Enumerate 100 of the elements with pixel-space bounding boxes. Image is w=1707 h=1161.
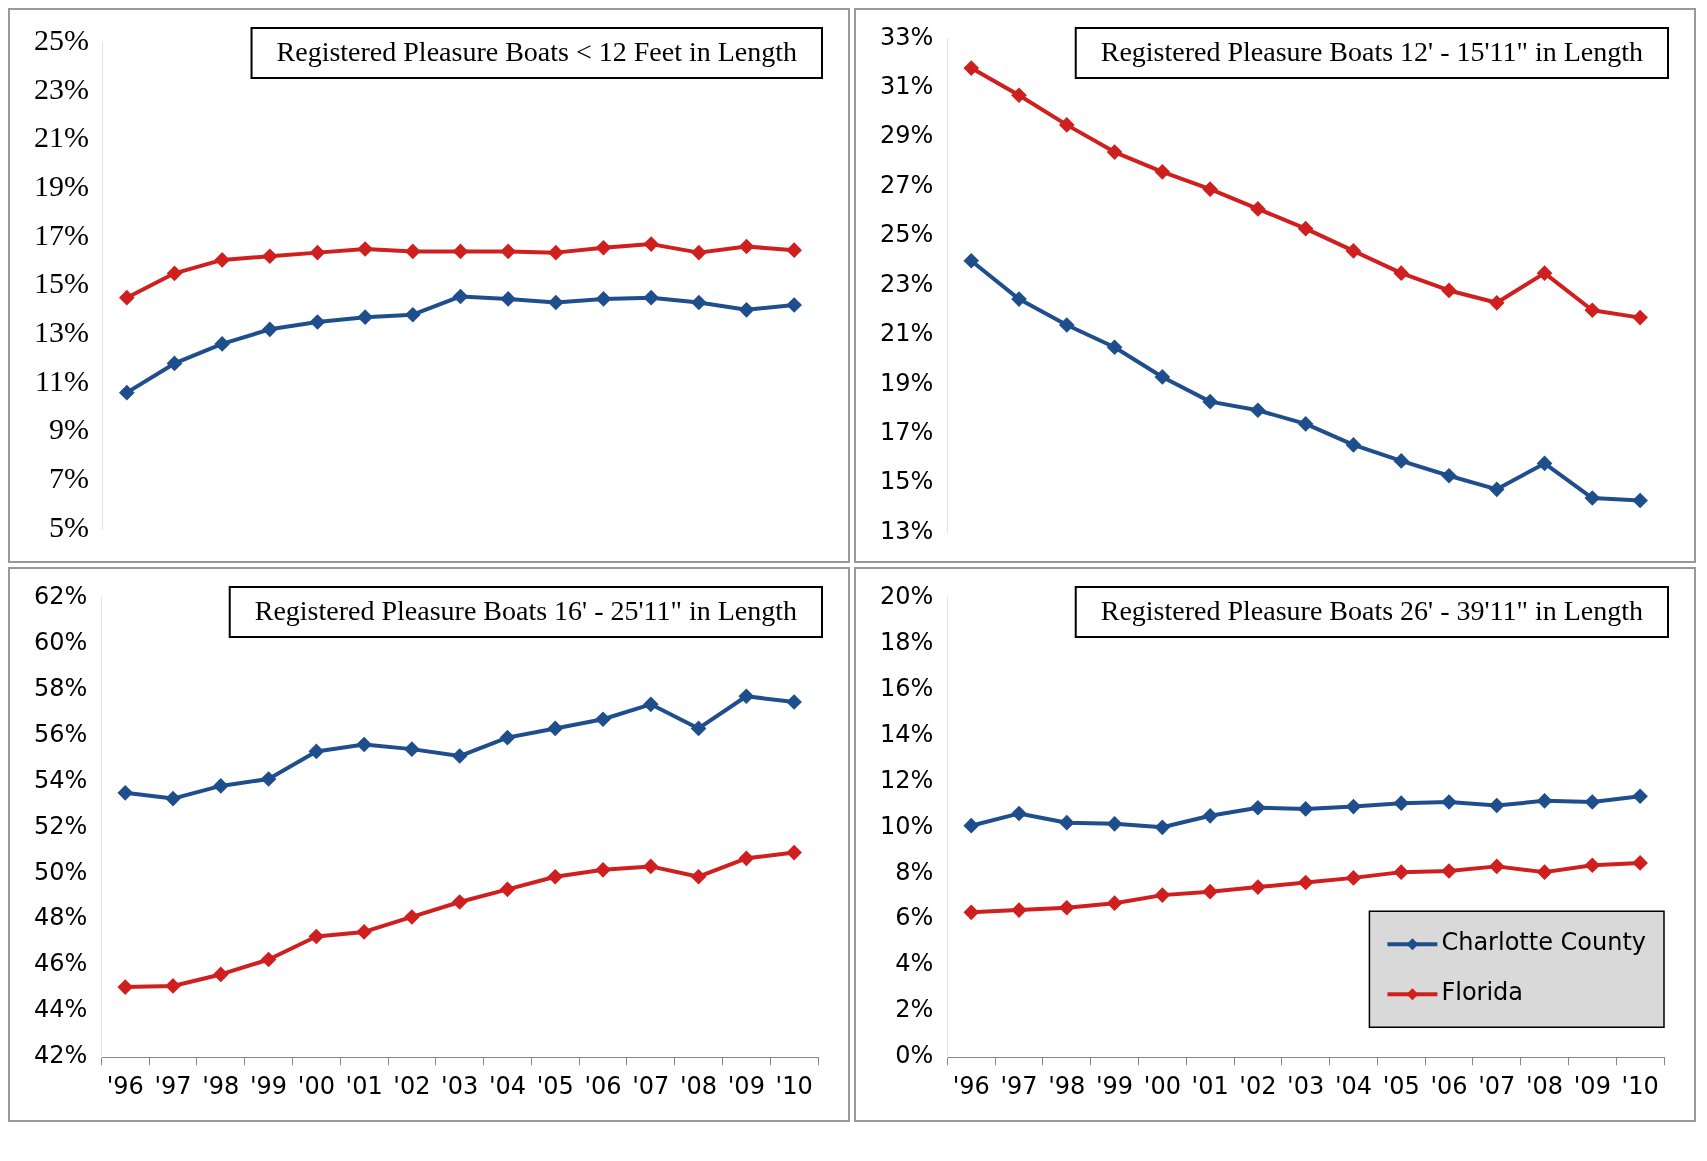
- point: [644, 237, 659, 252]
- point: [1155, 369, 1170, 384]
- point: [1203, 394, 1218, 409]
- y-tick-label: 15%: [33, 266, 89, 300]
- point: [596, 291, 611, 306]
- y-tick-label: 50%: [34, 857, 88, 886]
- point: [1633, 493, 1648, 508]
- point: [118, 980, 133, 995]
- point: [1585, 858, 1600, 873]
- legend-label: Charlotte County: [1441, 928, 1647, 957]
- x-tick-label: '01: [1191, 1071, 1229, 1100]
- point: [1394, 796, 1409, 811]
- point: [452, 895, 467, 910]
- point: [358, 241, 373, 256]
- point: [1203, 884, 1218, 899]
- point: [964, 61, 979, 76]
- point: [1537, 456, 1552, 471]
- point: [1298, 875, 1313, 890]
- x-tick-label: '96: [952, 1071, 990, 1100]
- y-tick-label: 56%: [34, 719, 88, 748]
- point: [166, 978, 181, 993]
- x-tick-label: '03: [1287, 1071, 1325, 1100]
- point: [1442, 863, 1456, 878]
- x-tick-label: '10: [775, 1071, 813, 1100]
- point: [1250, 880, 1265, 895]
- point: [1633, 310, 1648, 325]
- point: [964, 253, 979, 268]
- point: [1012, 292, 1027, 307]
- y-tick-label: 23%: [880, 269, 934, 298]
- x-tick-label: '99: [1095, 1071, 1134, 1100]
- x-tick-label: '09: [727, 1071, 765, 1100]
- x-tick-label: '97: [1000, 1071, 1038, 1100]
- point: [691, 869, 706, 884]
- point: [1107, 816, 1122, 831]
- point: [1585, 303, 1600, 318]
- x-tick-label: '04: [488, 1071, 527, 1100]
- point: [596, 240, 611, 255]
- point: [1585, 795, 1600, 810]
- point: [1059, 900, 1074, 915]
- y-tick-label: 52%: [34, 811, 88, 840]
- point: [119, 385, 134, 400]
- point: [644, 290, 659, 305]
- point: [964, 905, 979, 920]
- point: [1489, 482, 1504, 497]
- y-tick-label: 19%: [33, 168, 89, 202]
- point: [1155, 888, 1170, 903]
- x-tick-label: '07: [632, 1071, 670, 1100]
- x-tick-label: '02: [393, 1071, 431, 1100]
- point: [548, 245, 563, 260]
- point: [1394, 453, 1409, 468]
- y-tick-label: 25%: [880, 220, 934, 249]
- point: [262, 322, 277, 337]
- y-tick-label: 20%: [880, 581, 934, 610]
- point: [787, 297, 802, 312]
- y-tick-label: 5%: [48, 509, 89, 543]
- x-tick-label: '98: [202, 1071, 240, 1100]
- y-tick-label: 15%: [880, 467, 934, 496]
- y-tick-label: 27%: [880, 170, 934, 199]
- x-tick-label: '06: [584, 1071, 622, 1100]
- point: [643, 697, 658, 712]
- point: [691, 295, 706, 310]
- point: [1346, 870, 1361, 885]
- point: [1059, 815, 1074, 830]
- point: [310, 315, 325, 330]
- chart-title: Registered Pleasure Boats 12' - 15'11" in Length: [1100, 36, 1644, 68]
- point: [1012, 903, 1027, 918]
- point: [1489, 798, 1504, 813]
- point: [1346, 799, 1361, 814]
- point: [1012, 806, 1027, 821]
- point: [262, 249, 277, 264]
- point: [739, 302, 754, 317]
- point: [964, 818, 979, 833]
- y-tick-label: 14%: [880, 719, 934, 748]
- point: [404, 742, 419, 757]
- y-tick-label: 54%: [34, 765, 88, 794]
- point: [1059, 117, 1074, 132]
- point: [261, 952, 276, 967]
- y-tick-label: 13%: [880, 516, 934, 545]
- point: [1633, 789, 1648, 804]
- point: [1442, 283, 1456, 298]
- x-tick-label: '00: [297, 1071, 335, 1100]
- point: [548, 295, 563, 310]
- point: [1298, 221, 1313, 236]
- point: [1250, 403, 1265, 418]
- point: [167, 266, 182, 281]
- x-tick-label: '03: [441, 1071, 479, 1100]
- point: [1203, 182, 1218, 197]
- point: [500, 882, 515, 897]
- point: [309, 929, 324, 944]
- point: [501, 291, 516, 306]
- point: [1298, 416, 1313, 431]
- point: [357, 737, 372, 752]
- point: [1537, 865, 1552, 880]
- chart-title: Registered Pleasure Boats 16' - 25'11" in Length: [254, 595, 798, 627]
- point: [215, 252, 230, 267]
- x-tick-label: '05: [1382, 1071, 1420, 1100]
- point: [1107, 896, 1122, 911]
- y-tick-label: 2%: [895, 995, 934, 1024]
- point: [739, 851, 754, 866]
- point: [261, 772, 276, 787]
